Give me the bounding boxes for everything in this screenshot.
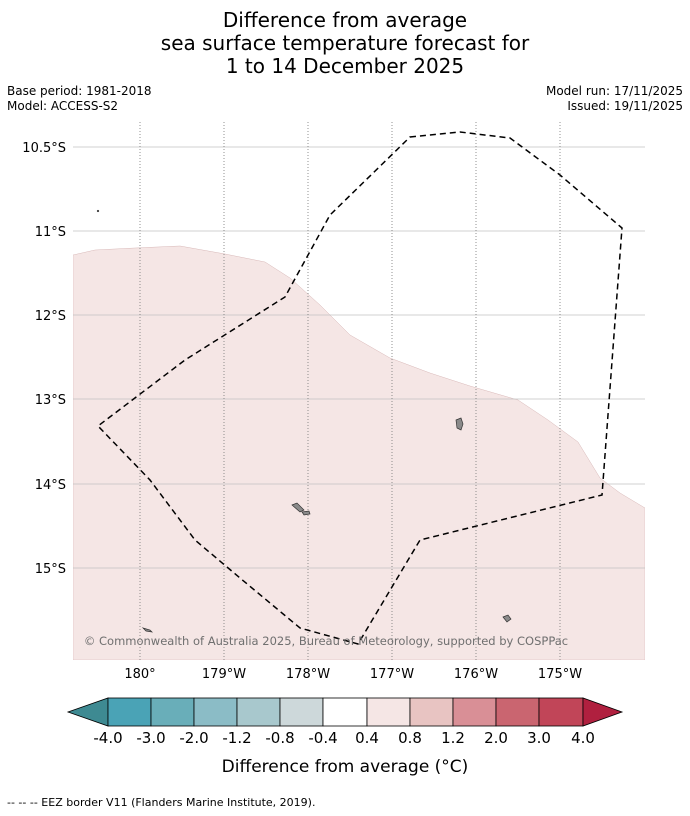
anomaly-shaded-region [73,245,645,660]
lat-label: 10.5°S [22,141,66,156]
eez-legend-footer: -- -- -- EEZ border V11 (Flanders Marine… [7,796,316,809]
colorbar-segment [279,697,324,727]
title-line-3: 1 to 14 December 2025 [225,54,465,78]
longitude-labels: 180° 179°W 178°W 177°W 176°W 175°W [124,667,582,682]
lat-label: 15°S [35,562,66,577]
colorbar-segment [150,697,195,727]
lat-label: 13°S [35,393,66,408]
colorbar-tick: 2.0 [484,729,508,747]
colorbar-tick: 4.0 [571,729,595,747]
colorbar [66,697,624,727]
lat-label: 12°S [35,309,66,324]
colorbar-tick: -0.4 [308,729,337,747]
colorbar-segment [495,697,540,727]
island [141,627,154,633]
latitude-labels: 10.5°S 11°S 12°S 13°S 14°S 15°S [22,141,66,577]
island [291,502,305,513]
colorbar-tick: -3.0 [136,729,165,747]
colorbar-tick: 0.4 [355,729,379,747]
colorbar-tick: 1.2 [441,729,465,747]
colorbar-segment [322,697,368,727]
colorbar-tick: -1.2 [222,729,251,747]
colorbar-segment [107,697,152,727]
lon-label: 177°W [370,667,414,682]
colorbar-arrow-high [582,697,624,727]
colorbar-segment [538,697,584,727]
colorbar-label: Difference from average (°C) [221,757,469,777]
model-run: Model run: 17/11/2025 [545,84,683,98]
title-line-2: sea surface temperature forecast for [160,31,530,55]
colorbar-segment [236,697,281,727]
colorbar-segment [409,697,454,727]
colorbar-arrow-low [66,697,109,727]
lon-label: 176°W [454,667,498,682]
metadata-left: Base period: 1981-2018 Model: ACCESS-S2 [7,84,152,114]
eez-border [96,131,623,645]
island [301,510,311,516]
map-area: © Commonwealth of Australia 2025, Bureau… [73,122,645,660]
model-name: Model: ACCESS-S2 [7,99,119,113]
lon-label: 178°W [286,667,330,682]
base-period: Base period: 1981-2018 [7,84,152,98]
lon-label: 175°W [538,667,582,682]
colorbar-tick: -0.8 [265,729,294,747]
island [96,209,100,213]
colorbar-segment [452,697,497,727]
title-line-1: Difference from average [222,8,468,32]
island [502,614,512,623]
lon-label: 179°W [202,667,246,682]
lat-label: 11°S [35,225,66,240]
latitude-gridlines [73,146,645,569]
lat-label: 14°S [35,478,66,493]
islands [96,209,512,633]
colorbar-tick: -4.0 [93,729,122,747]
colorbar-ticks: -4.0 -3.0 -2.0 -1.2 -0.8 -0.4 0.4 0.8 1.… [93,729,595,747]
colorbar-segment [366,697,411,727]
lon-label: 180° [124,667,155,682]
colorbar-tick: 3.0 [527,729,551,747]
colorbar-segment [193,697,238,727]
colorbar-tick: -2.0 [179,729,208,747]
island [455,417,464,431]
issued-date: Issued: 19/11/2025 [567,99,683,113]
metadata-right: Model run: 17/11/2025 Issued: 19/11/2025 [546,84,683,114]
map-copyright: © Commonwealth of Australia 2025, Bureau… [84,634,568,648]
colorbar-tick: 0.8 [398,729,422,747]
